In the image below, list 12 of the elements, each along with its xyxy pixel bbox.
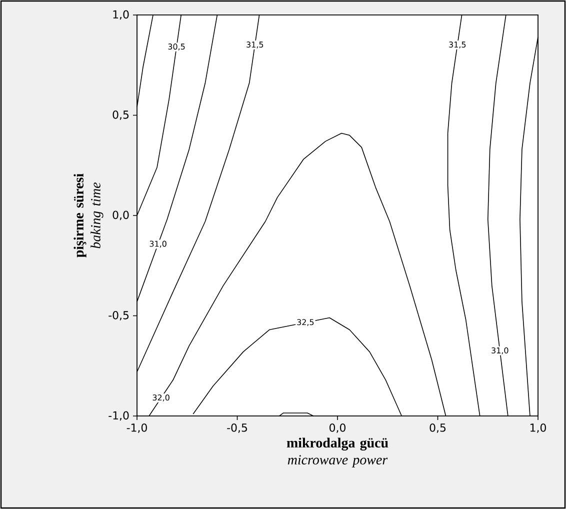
y-tick-label: 0,0 <box>112 210 129 220</box>
x-axis-title: mikrodalga gücü microwave power <box>286 438 388 468</box>
y-tick-label: 1,0 <box>113 10 129 20</box>
y-tick-label: -1,0 <box>108 411 129 421</box>
y-tick-label: 0,5 <box>112 110 129 120</box>
x-tick-label: -0,5 <box>227 424 247 433</box>
x-tick-label: 0,0 <box>330 424 346 433</box>
x-tick-label: 0,5 <box>430 424 446 433</box>
x-tick-label: -1,0 <box>126 424 147 433</box>
x-tick-label: 1,0 <box>530 424 546 433</box>
y-axis-title: pişirme süresi baking time <box>74 174 104 258</box>
y-tick-label: -0,5 <box>108 311 129 320</box>
